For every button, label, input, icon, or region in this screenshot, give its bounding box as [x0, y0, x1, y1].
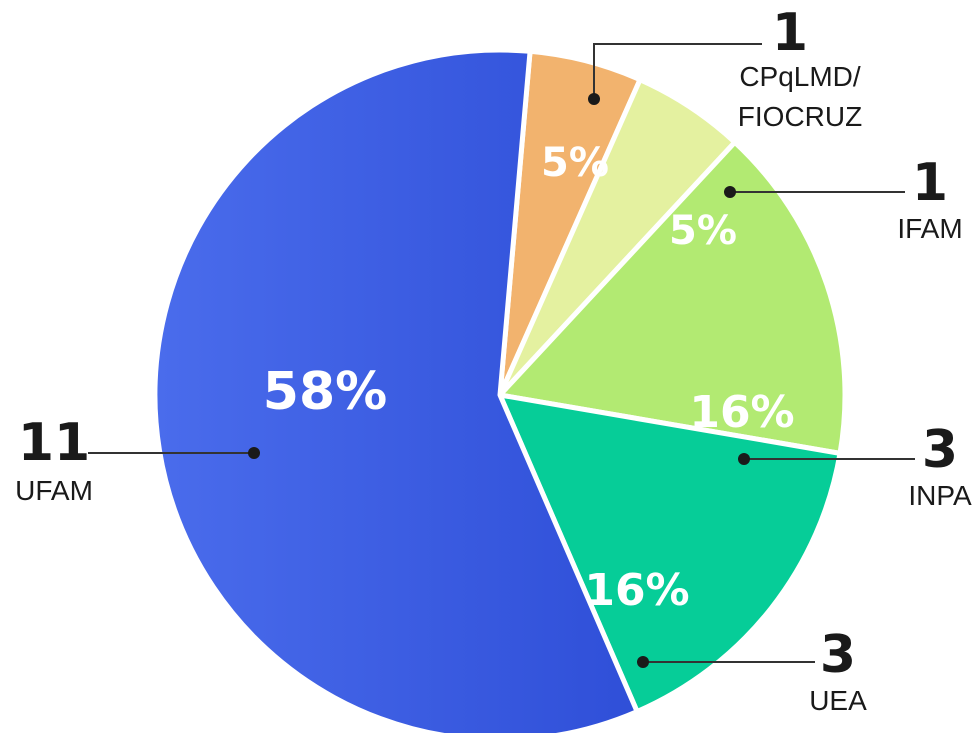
percent-label-uea: 16% [584, 565, 689, 616]
pie-slice-uea [497, 392, 843, 715]
pie-slice-ufam [152, 47, 640, 733]
pie-slices: 5% 5% 16% 16% 58% [152, 47, 848, 733]
leader-line-cpqlmd-fiocruz [593, 43, 762, 99]
category-label-ifam: IFAM [897, 213, 962, 244]
count-label-uea: 3 [820, 625, 856, 685]
category-label-cpqlmd-fiocruz-line-1: CPqLMD/ [739, 61, 861, 92]
category-label-cpqlmd-fiocruz-line-2: FIOCRUZ [738, 101, 862, 132]
percent-label-ufam: 58% [263, 362, 387, 422]
category-label-ufam: UFAM [15, 475, 93, 506]
callout-dot-inpa [738, 453, 750, 465]
callout-dot-uea [637, 656, 649, 668]
category-label-inpa: INPA [908, 480, 972, 511]
count-label-cpqlmd-fiocruz: 1 [772, 3, 808, 63]
pie-slice-inpa [497, 139, 848, 456]
callout-dot-ifam [724, 186, 736, 198]
count-label-ifam: 1 [912, 153, 948, 213]
percent-label-inpa: 16% [689, 387, 794, 438]
callout-dot-cpqlmd-fiocruz [588, 93, 600, 105]
callout-dot-ufam [248, 447, 260, 459]
count-label-ufam: 11 [18, 413, 90, 473]
count-label-inpa: 3 [922, 420, 958, 480]
category-label-uea: UEA [809, 685, 867, 716]
percent-label-cpqlmd-fiocruz: 5% [541, 140, 609, 186]
percent-label-ifam: 5% [669, 208, 737, 254]
